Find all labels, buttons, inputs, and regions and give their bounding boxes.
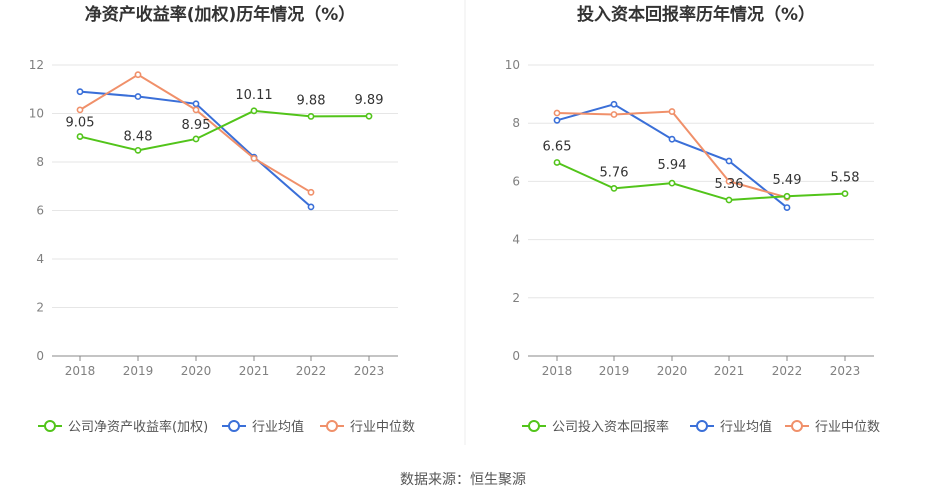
data-label: 6.65	[543, 139, 572, 154]
data-point	[610, 100, 618, 108]
y-tick-label: 2	[512, 291, 520, 305]
legend-label: 行业均值	[720, 419, 772, 435]
x-tick-label: 2018	[65, 364, 96, 378]
data-point	[725, 157, 733, 165]
series-line	[79, 109, 370, 152]
data-label: 10.11	[235, 88, 272, 103]
data-point	[553, 159, 561, 166]
roe-chart: 净资产收益率(加权)历年情况（%） 0 2 4 6 8 10 12 2018 2019 2020 20…	[29, 4, 415, 435]
legend-item[interactable]: 行业均值	[690, 419, 772, 435]
data-point	[553, 109, 561, 117]
data-label: 8.48	[124, 129, 153, 144]
x-tick-label: 2020	[657, 364, 688, 378]
y-tick-label: 4	[36, 252, 44, 266]
y-tick-label: 2	[36, 301, 44, 315]
chart-title: 投入资本回报率历年情况（%）	[577, 4, 815, 25]
data-point	[668, 135, 676, 143]
x-tick-label: 2023	[830, 364, 861, 378]
data-point	[307, 113, 315, 120]
legend-label: 公司净资产收益率(加权)	[68, 419, 208, 435]
y-tick-label: 6	[512, 174, 520, 188]
data-point	[192, 135, 200, 143]
data-point	[783, 192, 791, 200]
data-point	[725, 177, 733, 185]
legend-item[interactable]: 行业中位数	[785, 420, 880, 435]
legend-marker-icon	[326, 420, 338, 432]
series-line	[556, 103, 788, 209]
data-point	[192, 106, 200, 114]
x-tick-label: 2020	[181, 364, 212, 378]
y-tick-label: 10	[505, 58, 520, 72]
x-tick-label: 2023	[354, 364, 385, 378]
legend-marker-icon	[696, 420, 708, 432]
data-label: 9.88	[297, 93, 326, 108]
data-point	[553, 116, 561, 124]
x-tick-label: 2022	[296, 364, 327, 378]
legend-label: 行业中位数	[815, 420, 880, 435]
data-point	[76, 106, 84, 114]
x-tick-label: 2022	[772, 364, 803, 378]
data-label: 9.05	[66, 116, 95, 131]
data-point	[76, 133, 84, 140]
data-point	[841, 190, 849, 198]
data-point	[668, 108, 676, 115]
legend-label: 公司投入资本回报率	[552, 419, 669, 435]
roic-chart: 投入资本回报率历年情况（%） 0 2 4 6 8 10 2018 2019 2020 2021 202…	[505, 4, 880, 435]
chart-title: 净资产收益率(加权)历年情况（%）	[85, 4, 356, 25]
data-label: 5.76	[600, 165, 629, 180]
y-tick-label: 12	[29, 58, 44, 72]
series-line	[79, 73, 312, 194]
legend-item[interactable]: 公司投入资本回报率	[522, 419, 669, 435]
data-label: 5.36	[715, 177, 744, 192]
data-point	[365, 112, 373, 120]
data-point	[134, 71, 142, 79]
y-tick-label: 8	[36, 155, 44, 169]
data-point	[192, 100, 200, 108]
y-tick-label: 0	[36, 349, 44, 363]
data-point	[725, 196, 733, 204]
legend-item[interactable]: 行业均值	[222, 419, 304, 435]
x-tick-label: 2021	[239, 364, 270, 378]
data-label: 5.49	[773, 173, 802, 188]
data-point	[610, 111, 618, 118]
y-tick-label: 8	[512, 116, 520, 130]
legend-marker-icon	[528, 420, 540, 432]
x-tick-label: 2018	[542, 364, 573, 378]
y-tick-label: 10	[29, 107, 44, 121]
data-point	[250, 154, 258, 162]
series-line	[556, 161, 846, 202]
data-point	[134, 93, 142, 100]
data-label: 5.94	[658, 158, 687, 173]
y-tick-label: 6	[36, 204, 44, 218]
legend-item[interactable]: 行业中位数	[320, 420, 415, 435]
data-point	[610, 184, 618, 192]
data-point	[76, 88, 84, 96]
data-label: 5.58	[831, 171, 860, 186]
legend-label: 行业均值	[252, 419, 304, 435]
data-point	[668, 179, 676, 187]
legend-marker-icon	[228, 420, 240, 432]
y-tick-label: 4	[512, 233, 520, 247]
data-point	[307, 203, 315, 211]
data-point	[307, 188, 315, 196]
legend-item[interactable]: 公司净资产收益率(加权)	[38, 419, 208, 435]
x-tick-label: 2019	[599, 364, 630, 378]
legend-label: 行业中位数	[350, 420, 415, 435]
data-label: 8.95	[182, 118, 211, 133]
y-tick-label: 0	[512, 349, 520, 363]
x-tick-label: 2021	[714, 364, 745, 378]
x-tick-label: 2019	[123, 364, 154, 378]
legend-marker-icon	[44, 420, 56, 432]
data-source-note: 数据来源：恒生聚源	[400, 472, 526, 488]
data-point	[134, 146, 142, 154]
data-label: 9.89	[355, 93, 384, 108]
legend-marker-icon	[791, 420, 803, 432]
data-point	[250, 107, 258, 115]
data-point	[783, 204, 791, 211]
